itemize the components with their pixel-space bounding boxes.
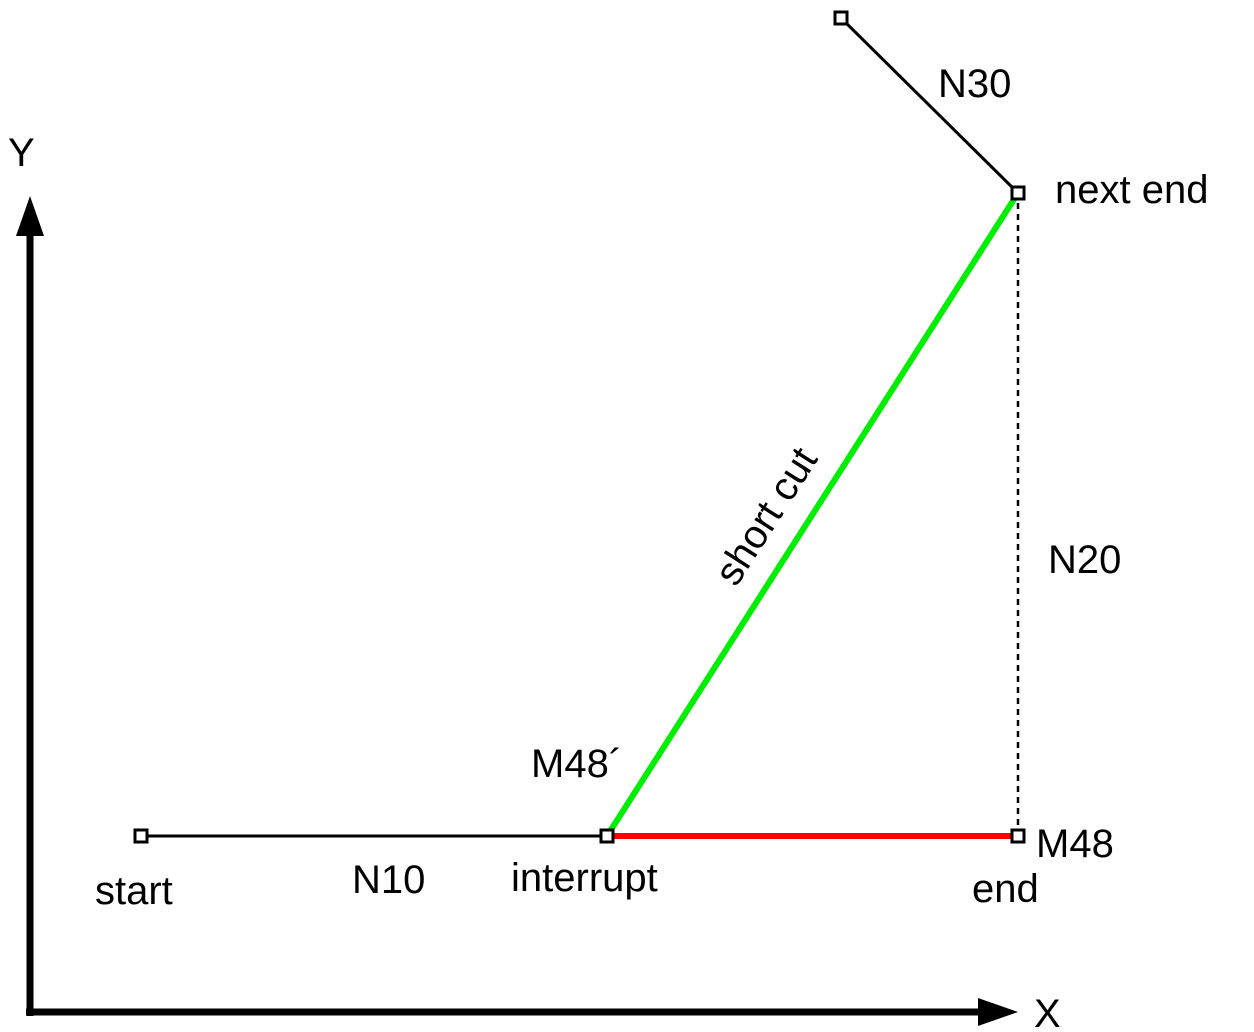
path-segments [141,16,1021,839]
n30-label: N30 [938,62,1011,106]
start-label: start [95,869,173,913]
start-point-marker [133,828,149,844]
next-end-point-marker [1010,185,1026,201]
n10-label: N10 [352,858,425,902]
end-label: end [972,867,1039,911]
labels: start N10 interrupt M48´ end M48 N20 nex… [95,62,1208,913]
next-end-label: next end [1055,168,1208,212]
x-axis-arrowhead [978,998,1018,1026]
y-axis-arrowhead [16,196,44,236]
end-point-marker [1010,828,1026,844]
y-axis-label: Y [8,131,35,175]
interrupt-point-marker [599,828,615,844]
segment-short-cut [604,191,1021,838]
x-axis-label: X [1034,992,1061,1032]
end-marker-label: M48 [1036,822,1114,866]
segment-n30 [839,16,1020,195]
n30-start-point-marker [833,10,849,26]
interrupt-marker-label: M48´ [531,742,622,786]
n20-label: N20 [1048,538,1121,582]
point-markers [133,10,1026,844]
axes: Y X [8,131,1061,1032]
interrupt-label: interrupt [511,856,658,900]
